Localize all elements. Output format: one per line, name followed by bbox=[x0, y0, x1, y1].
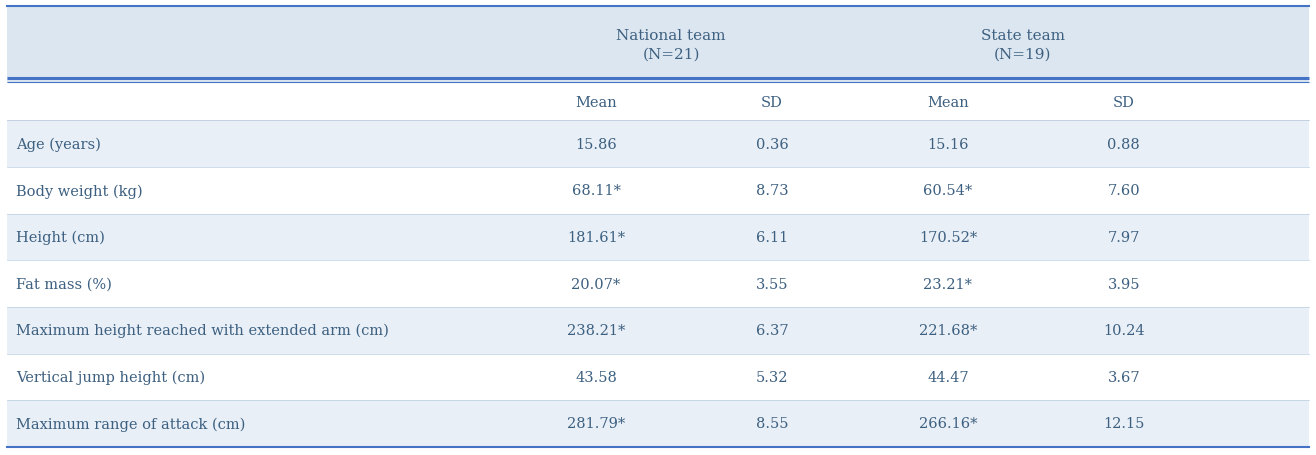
Bar bbox=[7, 121, 1309, 168]
Text: 5.32: 5.32 bbox=[755, 370, 788, 384]
Text: 8.55: 8.55 bbox=[755, 417, 788, 430]
Text: Mean: Mean bbox=[575, 96, 617, 110]
Text: 181.61*: 181.61* bbox=[567, 231, 625, 244]
Text: Maximum height reached with extended arm (cm): Maximum height reached with extended arm… bbox=[16, 324, 388, 338]
Text: Mean: Mean bbox=[926, 96, 969, 110]
Text: 0.88: 0.88 bbox=[1107, 137, 1140, 152]
Text: Body weight (kg): Body weight (kg) bbox=[16, 184, 142, 198]
Text: 3.67: 3.67 bbox=[1108, 370, 1140, 384]
Text: State team
(N=19): State team (N=19) bbox=[980, 29, 1065, 61]
Text: 43.58: 43.58 bbox=[575, 370, 617, 384]
Text: 266.16*: 266.16* bbox=[919, 417, 978, 430]
Text: Age (years): Age (years) bbox=[16, 137, 100, 152]
Text: 10.24: 10.24 bbox=[1103, 324, 1145, 338]
Bar bbox=[7, 400, 1309, 447]
Text: 3.95: 3.95 bbox=[1108, 277, 1140, 291]
Bar bbox=[7, 168, 1309, 214]
Text: 3.55: 3.55 bbox=[755, 277, 788, 291]
Text: 44.47: 44.47 bbox=[926, 370, 969, 384]
Text: 15.86: 15.86 bbox=[575, 137, 617, 152]
Bar bbox=[7, 84, 1309, 121]
Bar bbox=[7, 307, 1309, 354]
Text: SD: SD bbox=[761, 96, 783, 110]
Text: 6.11: 6.11 bbox=[755, 231, 788, 244]
Text: SD: SD bbox=[1113, 96, 1134, 110]
Text: National team
(N=21): National team (N=21) bbox=[616, 29, 726, 61]
Text: 8.73: 8.73 bbox=[755, 184, 788, 198]
Text: Vertical jump height (cm): Vertical jump height (cm) bbox=[16, 370, 205, 384]
Text: Fat mass (%): Fat mass (%) bbox=[16, 277, 112, 291]
Text: 60.54*: 60.54* bbox=[924, 184, 973, 198]
Text: 281.79*: 281.79* bbox=[567, 417, 625, 430]
Text: 6.37: 6.37 bbox=[755, 324, 788, 338]
Text: 7.97: 7.97 bbox=[1108, 231, 1140, 244]
Text: 20.07*: 20.07* bbox=[571, 277, 621, 291]
Text: Height (cm): Height (cm) bbox=[16, 230, 105, 245]
Text: 221.68*: 221.68* bbox=[919, 324, 976, 338]
Text: 15.16: 15.16 bbox=[928, 137, 969, 152]
Text: Maximum range of attack (cm): Maximum range of attack (cm) bbox=[16, 416, 245, 431]
Bar bbox=[7, 214, 1309, 261]
Bar bbox=[7, 261, 1309, 307]
Text: 23.21*: 23.21* bbox=[924, 277, 973, 291]
Text: 238.21*: 238.21* bbox=[567, 324, 625, 338]
Text: 12.15: 12.15 bbox=[1103, 417, 1145, 430]
Text: 68.11*: 68.11* bbox=[571, 184, 621, 198]
Text: 170.52*: 170.52* bbox=[919, 231, 976, 244]
Bar bbox=[7, 7, 1309, 84]
Bar bbox=[7, 354, 1309, 400]
Text: 7.60: 7.60 bbox=[1108, 184, 1140, 198]
Text: 0.36: 0.36 bbox=[755, 137, 788, 152]
